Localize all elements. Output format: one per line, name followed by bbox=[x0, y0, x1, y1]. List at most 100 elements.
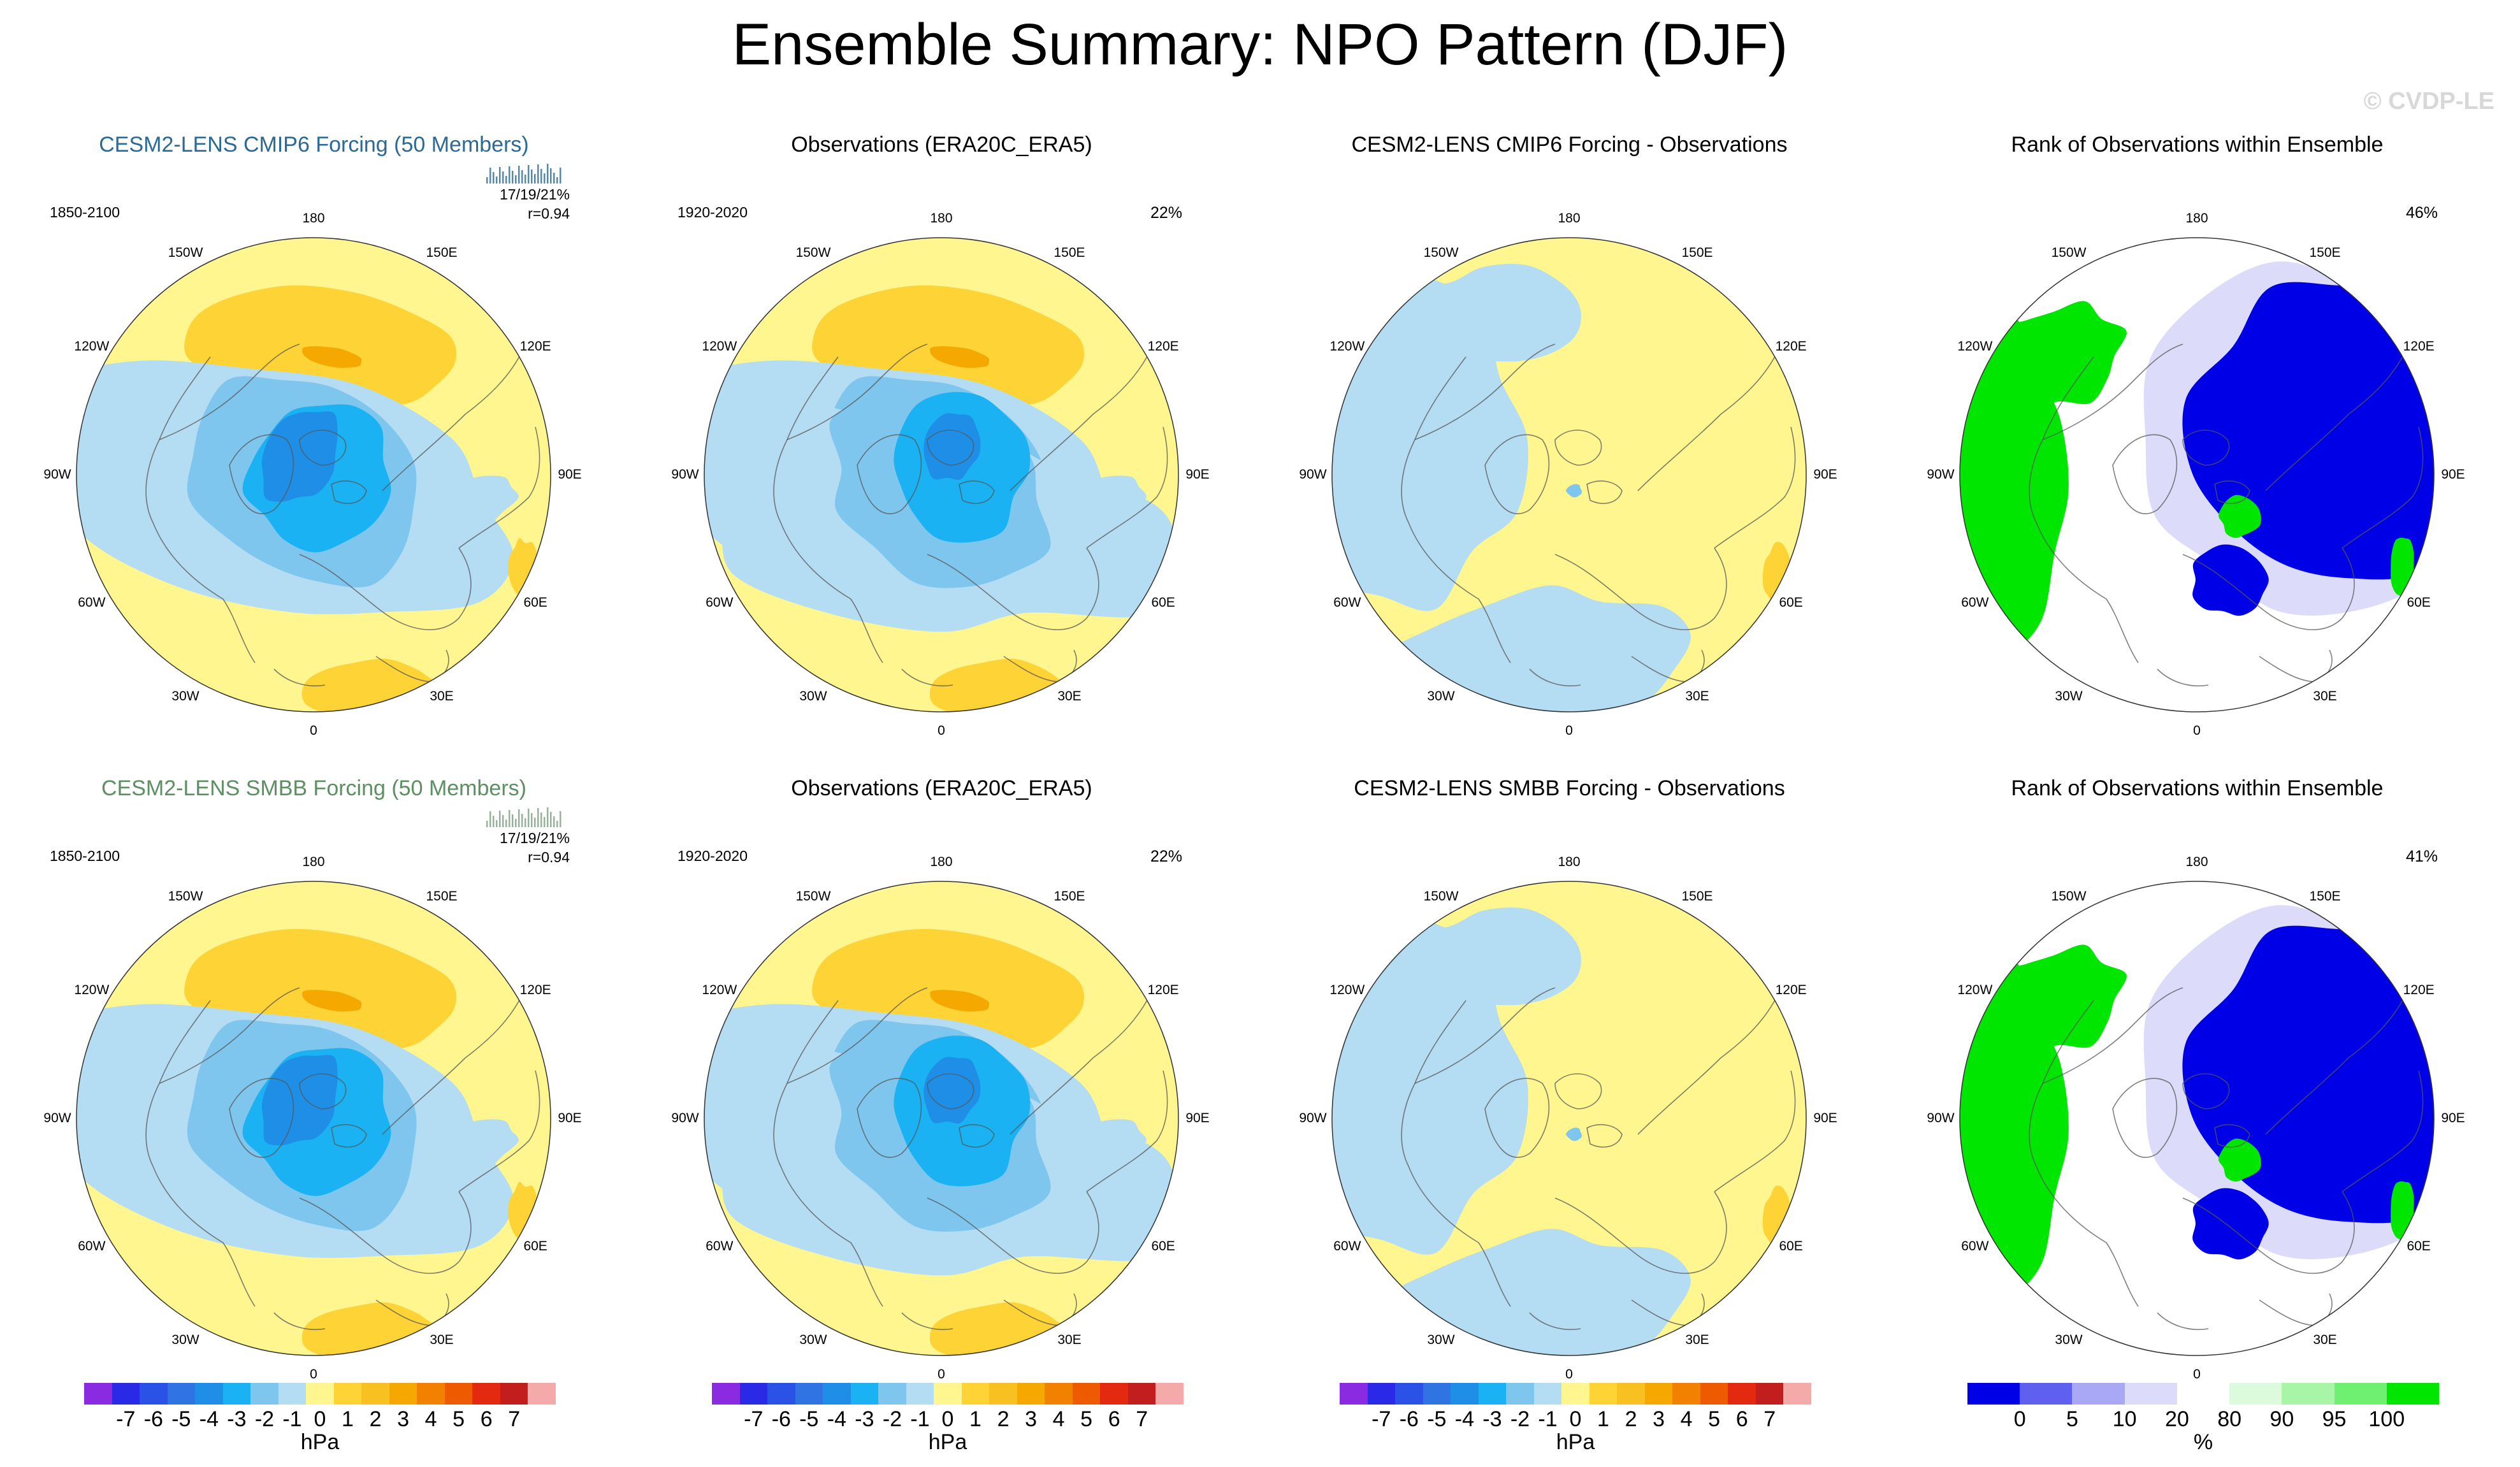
colorbar-tick: -2 bbox=[1510, 1407, 1530, 1431]
map-panel-diff: CESM2-LENS SMBB Forcing - Observations 18… bbox=[1256, 752, 1883, 1396]
longitude-label: 120W bbox=[74, 339, 110, 354]
coastline bbox=[2157, 1312, 2209, 1331]
longitude-label: 150E bbox=[2309, 245, 2341, 260]
colorbar-tick: 1 bbox=[969, 1407, 981, 1431]
negative-anomaly-eurasia bbox=[412, 1119, 519, 1181]
colorbar-swatch bbox=[1155, 1383, 1184, 1405]
coastline bbox=[959, 1124, 995, 1148]
coastline bbox=[1586, 1124, 1623, 1148]
colorbar-swatch bbox=[278, 1383, 307, 1405]
polar-map bbox=[704, 881, 1179, 1356]
colorbar-tick: 0 bbox=[314, 1407, 326, 1431]
coastline bbox=[299, 430, 347, 466]
colorbar-tick: 7 bbox=[508, 1407, 521, 1431]
polar-map bbox=[76, 881, 551, 1356]
map-boundary bbox=[1331, 237, 1807, 712]
coastline bbox=[1529, 1312, 1581, 1331]
colorbar-swatch bbox=[222, 1383, 251, 1405]
colorbar-tick: 4 bbox=[424, 1407, 437, 1431]
longitude-label: 60E bbox=[1779, 595, 1803, 610]
longitude-label: 90W bbox=[671, 1111, 699, 1125]
coastline bbox=[857, 434, 922, 514]
colorbar-swatch bbox=[500, 1383, 528, 1405]
period-label: 1850-2100 bbox=[50, 848, 120, 864]
colorbar-tick: -1 bbox=[1538, 1407, 1558, 1431]
colorbar-tick: -7 bbox=[116, 1407, 136, 1431]
longitude-label: 60W bbox=[1961, 1239, 1989, 1254]
coastline bbox=[1401, 1000, 1511, 1307]
coastline bbox=[159, 987, 300, 1084]
colorbar-tick: -6 bbox=[771, 1407, 791, 1431]
longitude-label: 90E bbox=[2441, 1111, 2465, 1125]
map-panel-obs: Observations (ERA20C_ERA5) 1920-2020 22% 18… bbox=[628, 108, 1256, 752]
colorbar-swatch bbox=[767, 1383, 796, 1405]
colorbar-tick: 4 bbox=[1052, 1407, 1065, 1431]
colorbar-swatch bbox=[1755, 1383, 1784, 1405]
longitude-label: 60E bbox=[523, 595, 547, 610]
longitude-label: 90W bbox=[1299, 1111, 1327, 1125]
map-panel-diff: CESM2-LENS CMIP6 Forcing - Observations 1… bbox=[1256, 108, 1883, 752]
colorbar-swatch bbox=[961, 1383, 990, 1405]
panel-title: Rank of Observations within Ensemble bbox=[2011, 133, 2384, 157]
hpa-colorbar: -7 -6 -5 -4 -3 -2 -1 0 1 2 3 4 5 6 7 hPa bbox=[712, 1383, 1184, 1454]
ensemble-stats: 17/19/21% r=0.94 bbox=[440, 185, 570, 223]
panel-title: Rank of Observations within Ensemble bbox=[2011, 776, 2384, 800]
diff-negative-north bbox=[1411, 263, 1581, 362]
longitude-label: 120E bbox=[519, 983, 551, 997]
longitude-label: 30W bbox=[2055, 689, 2083, 704]
coastline bbox=[2182, 1191, 2355, 1274]
longitude-label: 150W bbox=[168, 888, 203, 904]
colorbar-swatch bbox=[712, 1383, 741, 1405]
longitude-label: 30W bbox=[2055, 1333, 2083, 1348]
coastline bbox=[1086, 426, 1168, 549]
map-panel-model: CESM2-LENS CMIP6 Forcing (50 Members) 185… bbox=[0, 108, 628, 752]
colorbar-tick: -4 bbox=[1454, 1407, 1474, 1431]
coastline bbox=[2182, 547, 2355, 630]
coastline bbox=[2157, 668, 2209, 687]
longitude-label: 60W bbox=[1333, 595, 1361, 610]
positive-anomaly-core bbox=[302, 990, 362, 1012]
longitude-label: 90W bbox=[43, 467, 71, 482]
longitude-label: 30W bbox=[171, 1333, 199, 1348]
longitude-label: 150E bbox=[1054, 888, 1085, 904]
longitude-label: 90E bbox=[1813, 467, 1837, 482]
colorbar-swatch bbox=[1967, 1383, 2020, 1405]
polar-map bbox=[1331, 881, 1807, 1356]
colorbar-tick: 2 bbox=[369, 1407, 382, 1431]
longitude-label: 150W bbox=[168, 245, 203, 260]
positive-anomaly-core bbox=[302, 346, 362, 368]
coastline bbox=[299, 1073, 347, 1109]
colorbar-swatch bbox=[989, 1383, 1018, 1405]
colorbar-swatch bbox=[1395, 1383, 1424, 1405]
period-label: 1920-2020 bbox=[677, 204, 748, 220]
longitude-label: 30W bbox=[1427, 689, 1455, 704]
colorbar-tick: -3 bbox=[855, 1407, 874, 1431]
colorbar-swatch bbox=[417, 1383, 445, 1405]
coastline bbox=[1714, 1070, 1796, 1192]
map-panel-model: CESM2-LENS SMBB Forcing (50 Members) 1850… bbox=[0, 752, 628, 1396]
colorbar-swatch bbox=[823, 1383, 851, 1405]
percent-label: 41% bbox=[2406, 848, 2438, 865]
colorbar-swatch bbox=[1644, 1383, 1673, 1405]
colorbar-tick: 3 bbox=[1653, 1407, 1665, 1431]
longitude-label: 60E bbox=[1779, 1239, 1803, 1254]
longitude-label: 120W bbox=[1329, 983, 1365, 997]
colorbar-swatch bbox=[333, 1383, 362, 1405]
colorbar-swatch bbox=[1451, 1383, 1479, 1405]
colorbar-tick: 6 bbox=[480, 1407, 493, 1431]
map-field bbox=[1332, 238, 1806, 712]
colorbar-swatch bbox=[1617, 1383, 1646, 1405]
coastline bbox=[2342, 1070, 2424, 1192]
panel-title: Observations (ERA20C_ERA5) bbox=[791, 133, 1092, 157]
longitude-label: 150E bbox=[426, 245, 458, 260]
ensemble-histogram-icon bbox=[486, 807, 561, 827]
longitude-label: 150E bbox=[1681, 888, 1713, 904]
colorbar-unit: hPa bbox=[300, 1430, 340, 1454]
colorbar-tick: 1 bbox=[1597, 1407, 1609, 1431]
longitude-label: 30W bbox=[799, 689, 827, 704]
longitude-label: 150E bbox=[1681, 245, 1713, 260]
longitude-label: 30E bbox=[1057, 1333, 1082, 1348]
colorbar-swatch bbox=[444, 1383, 473, 1405]
longitude-label: 90W bbox=[1927, 1111, 1955, 1125]
colorbar-swatch bbox=[1506, 1383, 1535, 1405]
